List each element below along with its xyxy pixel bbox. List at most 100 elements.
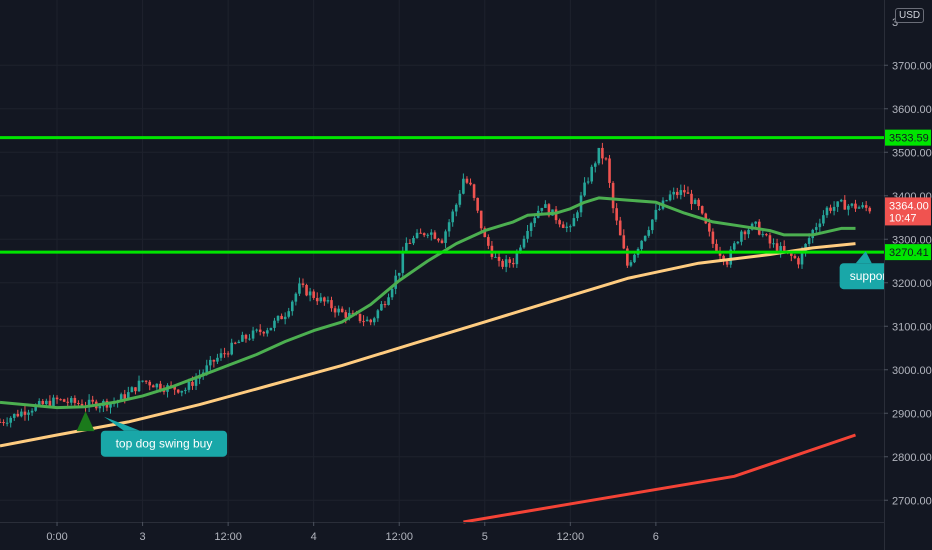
candle-body [433,232,437,239]
candle-body [2,422,5,424]
candle-body [52,397,55,407]
candle-body [782,246,786,251]
callout-label[interactable]: top dog swing buy [100,416,228,457]
candle-body [768,235,772,244]
candle-body [540,207,544,211]
candle-body [640,240,643,249]
candle-body [269,327,273,331]
moving-average-line [0,242,856,448]
candle-body [529,223,533,231]
candle-body [212,359,216,362]
candle-body [765,234,768,236]
candle-body [244,334,248,339]
candle-body [176,389,180,393]
candle-body [718,251,722,256]
candle-body [191,381,194,386]
candle-body [868,207,872,212]
candle-body [415,232,419,239]
candle-body [430,232,433,235]
candle-body [740,231,743,242]
buy-arrow-icon[interactable] [76,411,95,432]
moving-average-lines [0,196,856,524]
price-tick-label: 3600.00 [892,104,932,116]
candle-body [469,182,472,185]
price-axis[interactable]: 3700.003600.003500.003400.003300.003200.… [884,0,932,550]
moving-average-line [0,196,856,410]
candle-body [109,403,112,408]
candle-body [511,262,515,265]
candle-body [700,206,704,214]
candle-body [294,293,298,302]
time-tick-label: 3 [140,531,146,543]
price-tick-label: 2800.00 [892,452,932,464]
candle-body [0,421,2,423]
candle-body [651,219,654,231]
candle-body [41,400,45,405]
horizontal-levels[interactable] [0,136,884,254]
candle-body [69,398,73,403]
candle-body [725,261,729,265]
callout-box[interactable] [100,430,228,457]
candle-body [305,285,308,296]
candle-body [287,311,291,317]
candle-body [276,315,280,321]
time-tick-label: 4 [311,531,317,543]
candle-body [547,204,551,216]
candle-body [180,390,184,393]
candle-body [447,222,451,232]
candle-body [141,380,144,382]
candle-body [34,405,37,411]
candle-body [390,288,394,298]
candle-body [590,166,594,182]
candle-body [440,240,444,243]
candle-body [344,312,348,318]
candle-body [9,417,12,423]
candle-body [119,394,123,401]
candle-body [601,147,604,159]
price-tick-label: 2700.00 [892,495,932,507]
candle-body [16,413,20,417]
time-axis[interactable]: 0:00 3 12:00 4 12:00 5 12:00 6 [0,522,884,543]
currency-badge[interactable]: USD [895,8,925,23]
candle-body [604,158,608,160]
candle-body [194,378,198,386]
candle-body [861,205,864,208]
candle-body [298,283,301,294]
candle-body [251,330,255,339]
candle-body [576,212,579,219]
candle-body [665,200,668,202]
candle-body [230,342,233,355]
candle-body [290,301,294,312]
candle-body [12,413,16,418]
candle-body [20,411,23,417]
time-tick-label: 12:00 [214,531,242,543]
candle-body [66,401,70,403]
candle-body [747,229,750,235]
candle-body [437,238,440,241]
candle-body [679,190,683,195]
candle-body [832,206,836,211]
candle-body [426,234,430,236]
price-tick-label: 3200.00 [892,278,932,290]
candle-body [123,394,127,400]
candle-body [572,218,576,227]
candle-body [522,238,526,248]
candle-body [45,400,48,405]
candle-body [672,191,675,195]
candle-body [626,248,629,266]
candle-body [668,194,672,201]
candle-body [622,235,626,249]
candle-body [237,341,241,344]
price-tick-label: 3100.00 [892,321,932,333]
candle-body [697,199,700,207]
candle-body [743,231,747,235]
candle-body [408,242,412,244]
candle-body [333,308,337,313]
candle-body [130,387,134,393]
price-tick-label: 3700.00 [892,60,932,72]
candle-body [483,228,487,238]
price-tick-label: 2900.00 [892,408,932,420]
candle-body [365,319,369,322]
